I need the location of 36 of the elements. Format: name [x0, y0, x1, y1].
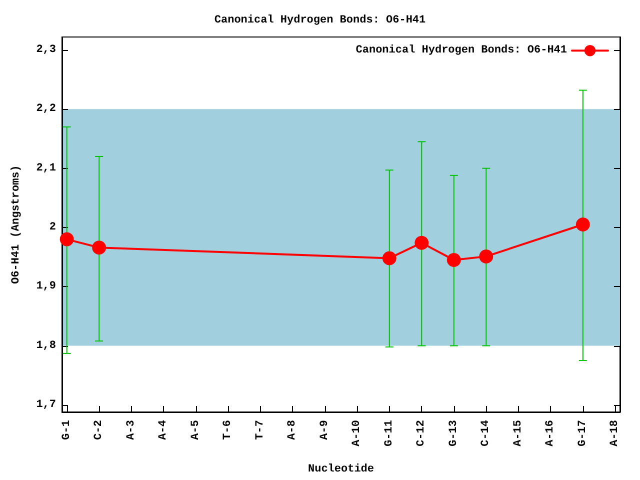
- x-tick-label: A-16: [544, 420, 557, 446]
- y-tick-label: 1,9: [36, 280, 56, 293]
- point: [382, 251, 396, 266]
- point: [60, 232, 74, 246]
- x-tick-label: A-18: [609, 420, 622, 446]
- point: [446, 252, 461, 267]
- y-tick-label: 2: [49, 221, 56, 234]
- legend-label: Canonical Hydrogen Bonds: O6-H41: [356, 44, 568, 57]
- x-tick-label: A-5: [190, 420, 202, 440]
- x-tick-label: C-12: [416, 420, 428, 446]
- x-tick-label: A-9: [318, 420, 331, 440]
- x-tick-label: A-8: [286, 420, 299, 440]
- x-tick-label: A-15: [512, 420, 524, 446]
- x-tick-label: G-1: [60, 420, 73, 440]
- point: [479, 249, 494, 264]
- y-tick-label: 2,3: [36, 44, 56, 56]
- x-tick-label: T-6: [222, 420, 234, 440]
- x-tick-label: G-13: [448, 420, 460, 446]
- y-tick-label: 2,2: [36, 103, 56, 116]
- point: [92, 240, 106, 255]
- x-tick-label: G-17: [576, 420, 589, 446]
- x-tick-label: A-10: [351, 420, 364, 446]
- x-tick-label: G-11: [383, 420, 396, 446]
- x-tick-label: A-3: [125, 420, 138, 440]
- x-axis-title: Nucleotide: [308, 464, 374, 476]
- y-tick-label: 1,8: [36, 340, 56, 352]
- point: [576, 218, 590, 232]
- x-tick-label: C-2: [93, 420, 106, 440]
- chart-title: Canonical Hydrogen Bonds: O6-H41: [214, 14, 426, 26]
- x-tick-label: A-4: [158, 420, 170, 440]
- x-tick-label: C-14: [480, 420, 492, 446]
- point: [414, 236, 429, 250]
- x-tick-label: T-7: [254, 420, 266, 440]
- y-axis-title: O6-H41 (Angstroms): [10, 165, 22, 284]
- y-tick-label: 1,7: [36, 398, 56, 411]
- y-tick-label: 2,1: [36, 162, 56, 174]
